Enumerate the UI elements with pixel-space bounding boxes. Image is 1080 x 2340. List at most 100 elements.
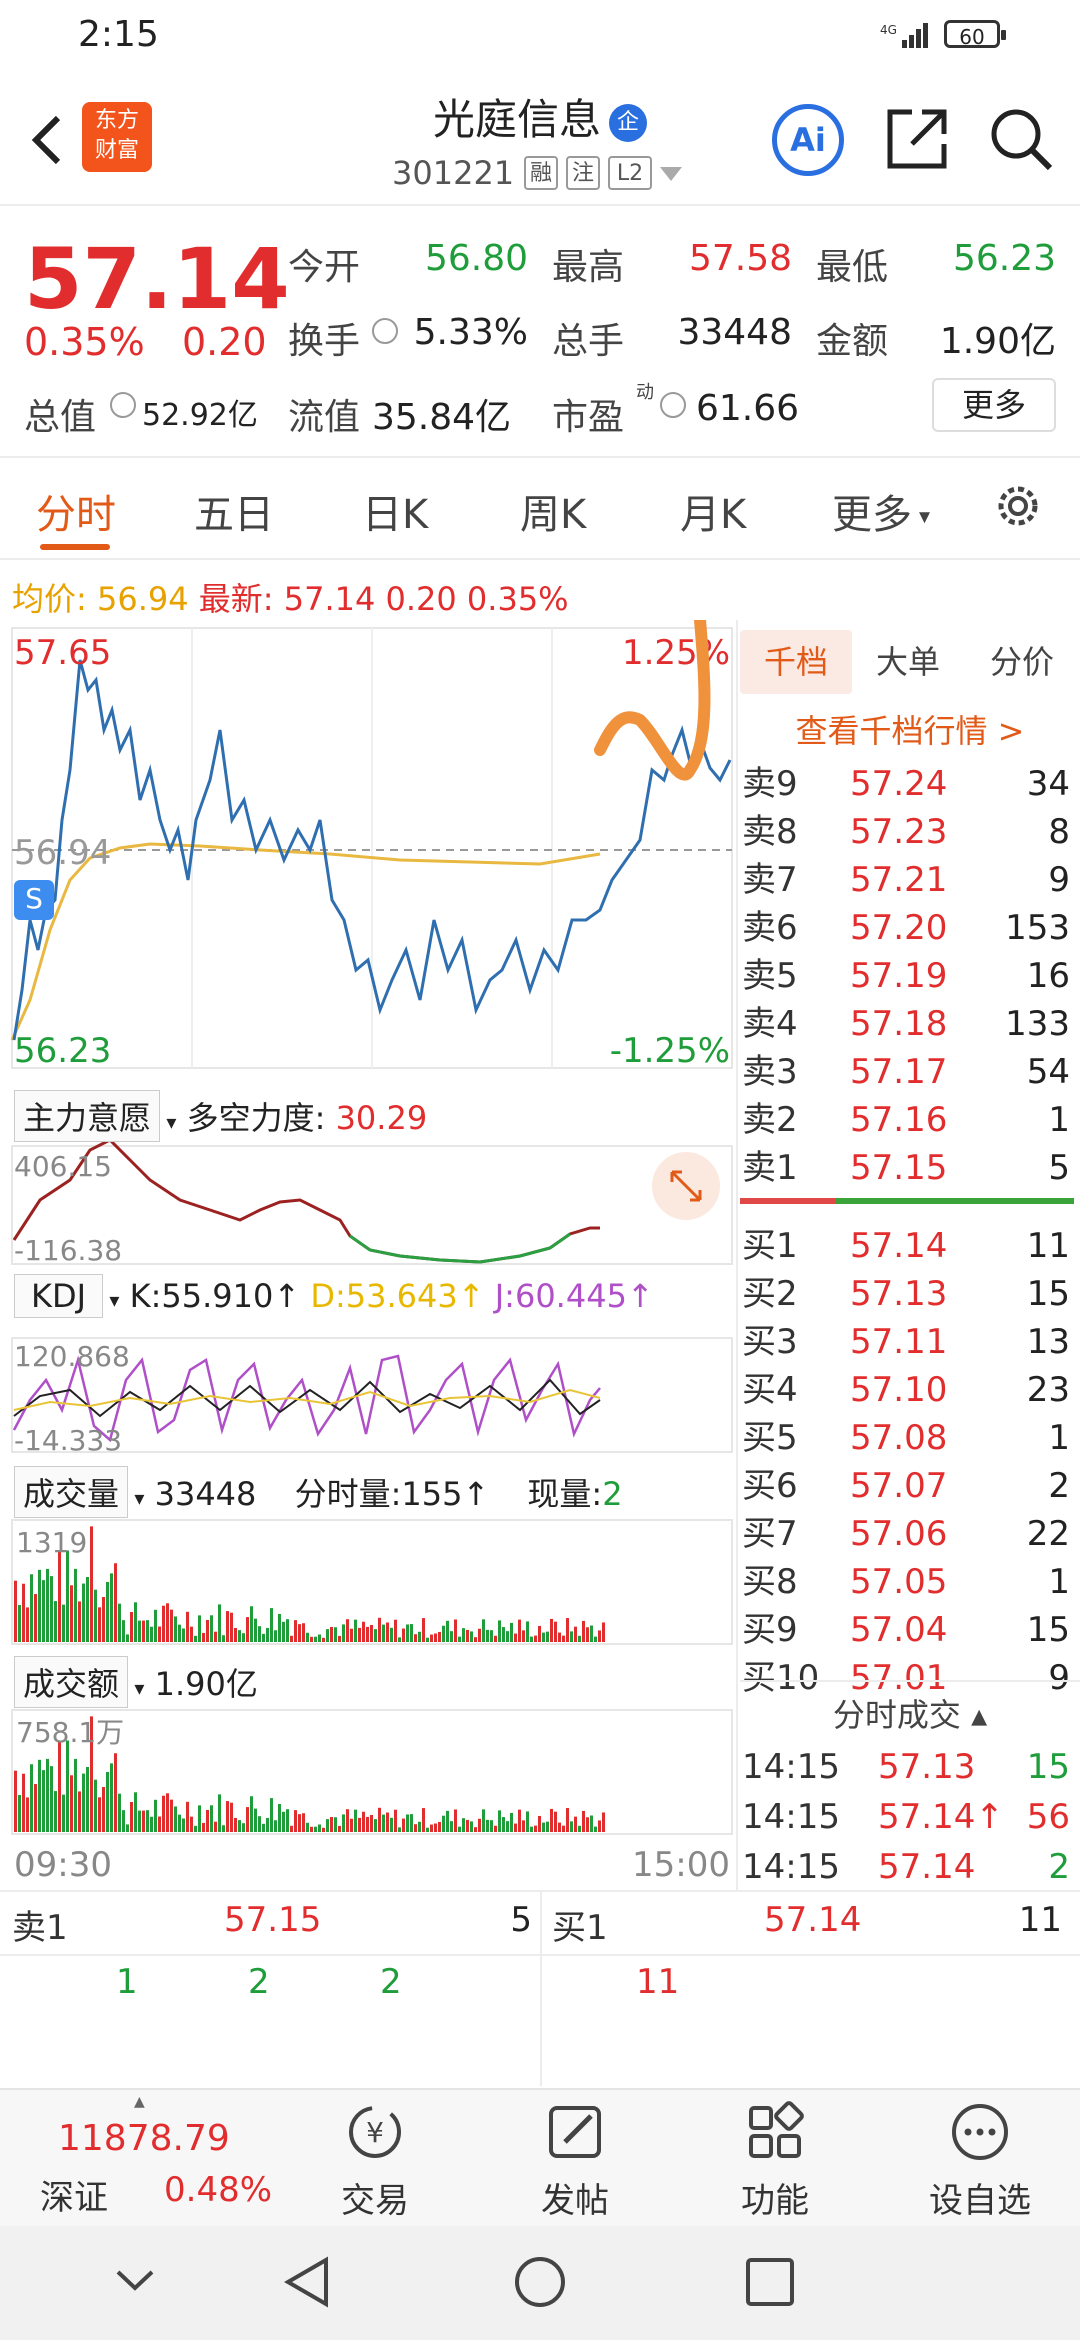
bid-level: 买1 xyxy=(742,1226,798,1266)
bid-row[interactable]: 买4 57.10 23 xyxy=(740,1366,1070,1414)
back-triangle-icon[interactable] xyxy=(280,2254,336,2310)
bid-row[interactable]: 买1 57.14 11 xyxy=(740,1222,1070,1270)
recents-square-icon[interactable] xyxy=(742,2254,798,2310)
bid-row[interactable]: 买7 57.06 22 xyxy=(740,1510,1070,1558)
edit-icon xyxy=(549,2106,601,2158)
tab-weekly-k[interactable]: 周K xyxy=(520,492,587,538)
back-button[interactable] xyxy=(20,100,80,180)
mainforce-header[interactable]: 主力意愿 ▾ 多空力度: 30.29 xyxy=(14,1090,427,1142)
price-axis-top: 57.65 xyxy=(14,633,111,673)
home-circle-icon[interactable] xyxy=(512,2254,568,2310)
bid-row[interactable]: 买2 57.13 15 xyxy=(740,1270,1070,1318)
nav-post[interactable]: 发帖 xyxy=(500,2090,650,2228)
search-icon[interactable] xyxy=(986,104,1056,178)
nav-functions[interactable]: 功能 xyxy=(700,2090,850,2228)
intraday-charts[interactable]: S 57.65 56.94 56.23 1.25% -1.25% 406.15 … xyxy=(0,620,740,1890)
tab-intraday[interactable]: 分时 xyxy=(36,492,116,538)
bar xyxy=(586,1627,589,1642)
tab-depth[interactable]: 千档 xyxy=(740,630,852,694)
bottom-bid-price: 57.14 xyxy=(764,1900,862,1940)
ask-volume: 9 xyxy=(1048,860,1070,900)
tab-price-distribution[interactable]: 分价 xyxy=(989,643,1054,681)
bar xyxy=(114,1563,117,1642)
bar xyxy=(510,1812,513,1832)
mktcap-value: 52.92亿 xyxy=(142,398,258,433)
gear-icon[interactable] xyxy=(992,480,1044,536)
ask-row[interactable]: 卖7 57.21 9 xyxy=(740,856,1070,904)
ask-row[interactable]: 卖5 57.19 16 xyxy=(740,952,1070,1000)
info-icon[interactable] xyxy=(660,392,686,418)
bar xyxy=(394,1619,397,1642)
info-icon[interactable] xyxy=(110,392,136,418)
kdj-header[interactable]: KDJ ▾ K:55.910↑ D:53.643↑ J:60.445↑ xyxy=(14,1274,654,1318)
bar xyxy=(422,1808,425,1832)
bar xyxy=(354,1619,357,1642)
bar xyxy=(406,1814,409,1832)
price-line xyxy=(12,659,732,1041)
info-icon[interactable] xyxy=(372,318,398,344)
bar xyxy=(262,1823,265,1832)
dropdown-icon[interactable] xyxy=(660,166,682,185)
ask-row[interactable]: 卖9 57.24 34 xyxy=(740,760,1070,808)
bar xyxy=(274,1820,277,1832)
bar xyxy=(90,1716,93,1832)
bid-row[interactable]: 买5 57.08 1 xyxy=(740,1414,1070,1462)
volume-header[interactable]: 成交量 ▾ 33448 分时量:155↑ 现量:2 xyxy=(14,1466,623,1518)
ask-row[interactable]: 卖8 57.23 8 xyxy=(740,808,1070,856)
bid-row[interactable]: 买6 57.07 2 xyxy=(740,1462,1070,1510)
bar xyxy=(414,1824,417,1832)
bar xyxy=(594,1826,597,1832)
tab-daily-k[interactable]: 日K xyxy=(362,492,429,538)
tag-registration: 注 xyxy=(566,156,600,190)
ask-row[interactable]: 卖2 57.16 1 xyxy=(740,1096,1070,1144)
ai-button[interactable]: Ai xyxy=(772,104,844,176)
bid-price: 57.14 xyxy=(850,1226,948,1266)
bid-row[interactable]: 买3 57.11 13 xyxy=(740,1318,1070,1366)
bar xyxy=(438,1821,441,1832)
depth-quote-link[interactable]: 查看千档行情 > xyxy=(795,712,1025,750)
ask-row[interactable]: 卖1 57.15 5 xyxy=(740,1144,1070,1192)
bar xyxy=(202,1632,205,1642)
volume-value: 33448 xyxy=(677,312,792,353)
bar xyxy=(42,1580,45,1642)
bid-row[interactable]: 买8 57.05 1 xyxy=(740,1558,1070,1606)
bar xyxy=(170,1799,173,1832)
bar xyxy=(222,1635,225,1642)
bar xyxy=(530,1636,533,1642)
tab-large-orders[interactable]: 大单 xyxy=(875,643,940,681)
high-value: 57.58 xyxy=(688,238,792,279)
ask-row[interactable]: 卖6 57.20 153 xyxy=(740,904,1070,952)
bar xyxy=(358,1817,361,1832)
bid-row[interactable]: 买9 57.04 15 xyxy=(740,1606,1070,1654)
bar xyxy=(242,1823,245,1832)
bar xyxy=(102,1787,105,1832)
turnover-value: 5.33% xyxy=(413,312,528,353)
bid-row[interactable]: 买10 57.01 9 xyxy=(740,1654,1070,1702)
trades-title[interactable]: 分时成交 ▴ xyxy=(832,1696,988,1734)
more-button[interactable]: 更多 xyxy=(932,378,1056,432)
tab-five-day[interactable]: 五日 xyxy=(194,492,274,538)
ask-row[interactable]: 卖4 57.18 133 xyxy=(740,1000,1070,1048)
bar xyxy=(78,1601,81,1642)
bar xyxy=(350,1628,353,1642)
ask-level: 卖3 xyxy=(742,1052,798,1092)
tab-monthly-k[interactable]: 月K xyxy=(680,492,747,538)
bar xyxy=(174,1806,177,1832)
chevron-down-icon[interactable] xyxy=(110,2260,160,2300)
nav-trade[interactable]: ¥ 交易 xyxy=(300,2090,450,2228)
share-icon[interactable] xyxy=(882,104,952,178)
ask-volume: 133 xyxy=(1005,1004,1070,1044)
bar xyxy=(22,1583,25,1642)
bar xyxy=(370,1624,373,1642)
bar xyxy=(310,1636,313,1642)
nav-add-watchlist[interactable]: 设自选 xyxy=(900,2090,1060,2228)
tab-more[interactable]: 更多 ▾ xyxy=(832,492,931,538)
ask-volume: 5 xyxy=(1048,1148,1070,1188)
index-ticker[interactable]: ▲ 11878.79 深证 0.48% xyxy=(40,2094,273,2218)
ask-row[interactable]: 卖3 57.17 54 xyxy=(740,1048,1070,1096)
bar xyxy=(482,1619,485,1642)
bar xyxy=(190,1626,193,1642)
amount-header[interactable]: 成交额 ▾ 1.90亿 xyxy=(14,1656,258,1708)
ask-detail: 2 xyxy=(380,1962,402,2002)
trade-time: 14:15 xyxy=(742,1797,840,1837)
